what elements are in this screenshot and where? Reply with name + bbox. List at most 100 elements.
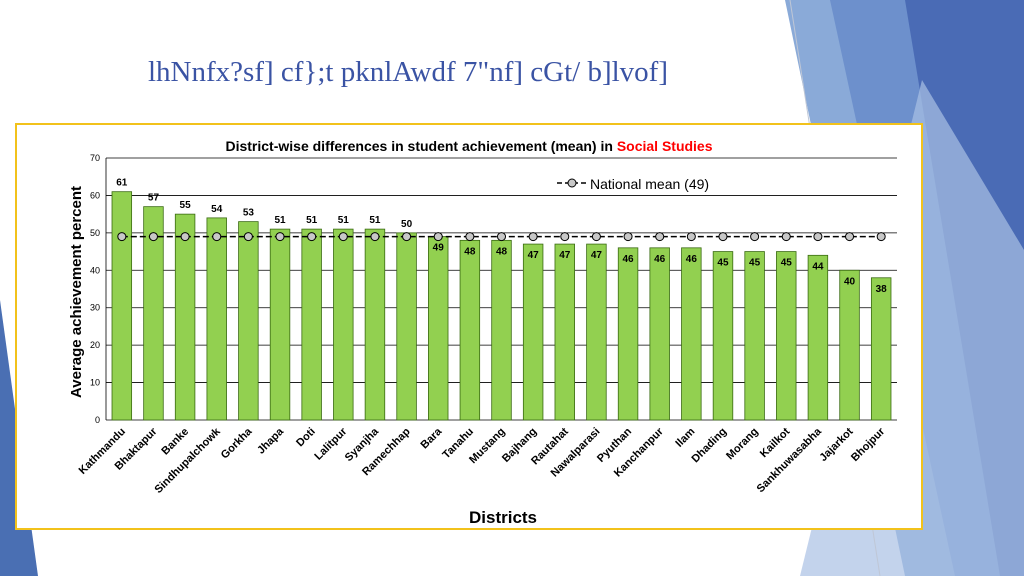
x-tick-label: Dhading: [690, 426, 730, 466]
data-label: 47: [591, 250, 603, 261]
y-tick-label: 50: [90, 228, 100, 238]
bar-pyuthan: [617, 247, 639, 421]
bar-bara: [428, 236, 449, 421]
y-tick-label: 10: [90, 378, 100, 388]
data-label: 47: [559, 250, 571, 261]
mean-marker: [686, 232, 696, 242]
data-label: 46: [686, 254, 698, 265]
data-label: 50: [401, 219, 413, 230]
mean-marker: [243, 232, 253, 242]
bar-dhading: [712, 251, 734, 421]
bar-chart: District-wise differences in student ach…: [68, 138, 897, 527]
data-label: 53: [243, 208, 255, 219]
y-axis: 0 10 20 30 40 50 60 70: [90, 153, 107, 425]
x-tick-label: Bhojpur: [849, 425, 888, 464]
mean-marker: [750, 232, 760, 242]
y-tick-label: 60: [90, 190, 100, 200]
chart-title: District-wise differences in student ach…: [225, 138, 712, 154]
bar-kailkot: [776, 251, 797, 421]
data-label: 48: [496, 246, 508, 257]
x-tick-label: Morang: [724, 426, 761, 463]
mean-marker: [497, 232, 506, 242]
data-label: 49: [433, 243, 445, 254]
data-label: 51: [338, 215, 350, 226]
x-tick-label: Gorkha: [219, 425, 255, 461]
legend-label: National mean (49): [590, 176, 709, 192]
mean-marker: [591, 232, 601, 242]
slide-title: lhNnfx?sf] cf};t pknlAwdf 7"nf] cGt/ b]l…: [148, 56, 668, 88]
mean-marker: [275, 232, 285, 242]
bar-kanchanpur: [649, 247, 670, 421]
mean-marker: [433, 232, 443, 242]
chart-title-prefix: District-wise differences in student ach…: [225, 138, 616, 154]
bar-banke: [174, 213, 196, 421]
bar-nawalparasi: [586, 243, 607, 421]
bar-gorkha: [238, 221, 259, 421]
mean-marker: [623, 232, 633, 242]
bar-jajarkot: [839, 269, 860, 421]
data-label: 55: [180, 200, 192, 211]
mean-marker: [655, 232, 665, 242]
x-tick-label: Bara: [419, 425, 445, 451]
data-label: 57: [148, 193, 160, 204]
y-axis-label: Average achievement percent: [68, 186, 85, 398]
mean-marker: [212, 232, 222, 242]
mean-marker: [402, 232, 412, 242]
legend: National mean (49): [557, 176, 709, 192]
bar-rautahat: [554, 243, 575, 421]
bar-jhapa: [269, 228, 291, 421]
bar-morang: [744, 251, 765, 421]
data-label: 47: [528, 250, 540, 261]
bar-bhaktapur: [143, 206, 164, 421]
mean-marker: [813, 232, 823, 242]
y-tick-label: 0: [95, 415, 100, 425]
x-tick-label: Jhapa: [255, 425, 287, 457]
mean-marker: [370, 232, 380, 242]
bar-sankhuwasabha: [807, 254, 829, 421]
mean-marker: [148, 232, 158, 242]
data-label: 45: [717, 258, 729, 269]
y-tick-label: 40: [90, 265, 100, 275]
x-tick-label: Jajarkot: [817, 425, 856, 464]
data-label: 51: [369, 215, 381, 226]
bar-bajhang: [522, 243, 544, 421]
chart-title-highlight: Social Studies: [617, 138, 713, 154]
mean-marker: [307, 232, 317, 242]
y-tick-label: 30: [90, 303, 100, 313]
bar-bhojpur: [870, 277, 892, 421]
mean-marker: [528, 232, 538, 242]
mean-marker: [560, 232, 570, 242]
mean-marker: [180, 232, 190, 242]
y-tick-label: 70: [90, 153, 100, 163]
mean-marker: [465, 232, 475, 242]
data-label: 44: [812, 261, 824, 272]
chart-frame: District-wise differences in student ach…: [15, 123, 923, 530]
data-label: 38: [876, 284, 888, 295]
data-label: 45: [781, 258, 793, 269]
bars: [111, 191, 892, 421]
data-label: 61: [116, 178, 128, 189]
mean-marker: [117, 232, 127, 242]
x-tick-label: Doti: [294, 426, 318, 450]
legend-marker: [567, 178, 577, 188]
data-label: 54: [211, 204, 223, 215]
bar-sindhupalchowk: [206, 217, 227, 421]
national-mean-line: [117, 232, 886, 242]
mean-marker: [338, 232, 348, 242]
data-label: 45: [749, 258, 761, 269]
bar-doti: [301, 228, 322, 421]
y-tick-label: 20: [90, 340, 100, 350]
x-axis-label: Districts: [469, 508, 537, 527]
x-tick-label: Ilam: [673, 425, 697, 449]
bar-mustang: [491, 239, 512, 421]
bar-syanjha: [364, 228, 386, 421]
data-label: 51: [274, 215, 286, 226]
bar-ramechhap: [396, 232, 417, 421]
data-label: 40: [844, 276, 856, 287]
bar-tanahu: [459, 239, 481, 421]
data-label: 46: [622, 254, 634, 265]
mean-marker: [781, 232, 791, 242]
bar-lalitpur: [333, 228, 354, 421]
mean-marker: [718, 232, 728, 242]
